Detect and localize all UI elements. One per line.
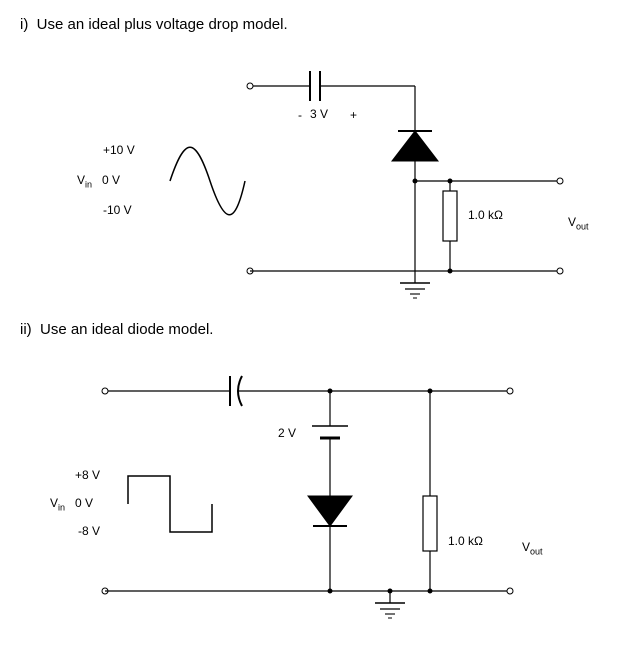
p2-vin-bot: -8 V xyxy=(78,524,100,538)
p1-vin-top: +10 V xyxy=(103,143,135,157)
p1-vin-bot: -10 V xyxy=(103,203,132,217)
part1-heading: i) Use an ideal plus voltage drop model. xyxy=(20,16,598,33)
p2-vout-label: Vout xyxy=(522,540,543,556)
p2-vin-top: +8 V xyxy=(75,468,100,482)
svg-text:+: + xyxy=(350,108,357,122)
circuit-2-svg xyxy=(20,346,598,626)
p2-resistor-label: 1.0 kΩ xyxy=(448,534,483,548)
p1-battery-label: 3 V xyxy=(310,107,328,121)
p1-resistor-label: 1.0 kΩ xyxy=(468,208,503,222)
svg-text:-: - xyxy=(298,108,302,122)
p2-vin-label: Vin 0 V xyxy=(50,496,93,512)
p1-vin-label: Vin 0 V xyxy=(77,173,120,189)
circuit-1: - + xyxy=(20,41,598,301)
p1-vout-label: Vout xyxy=(568,215,589,231)
part2-heading: ii) Use an ideal diode model. xyxy=(20,321,598,338)
circuit-2: +8 V Vin 0 V -8 V 2 V 1.0 kΩ Vout xyxy=(20,346,598,626)
p2-battery-label: 2 V xyxy=(278,426,296,440)
circuit-1-svg: - + xyxy=(20,41,598,301)
